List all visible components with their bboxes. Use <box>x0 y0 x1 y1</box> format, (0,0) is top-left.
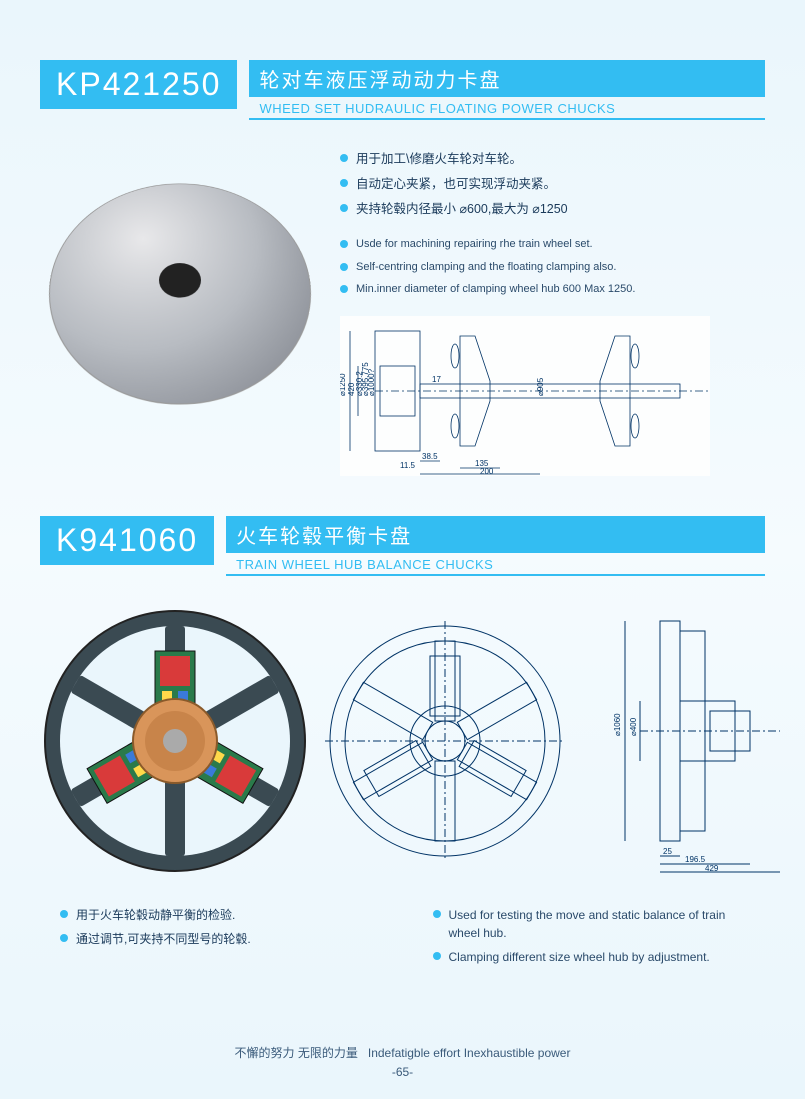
wheel-side-drawing: ⌀1060 ⌀400 25 196.5 429 <box>580 606 780 876</box>
product-kp421250: KP421250 轮对车液压浮动动力卡盘 WHEED SET HUDRAULIC… <box>40 60 765 476</box>
dim-label: 11.5 <box>400 461 416 470</box>
product-k941060: K941060 火车轮毂平衡卡盘 TRAIN WHEEL HUB BALANCE… <box>40 516 765 972</box>
wheel-images-row: ⌀1060 ⌀400 25 196.5 429 <box>40 606 765 876</box>
bullet-text: Self-centring clamping and the floating … <box>356 259 616 276</box>
bullet-text: 用于加工\修磨火车轮对车轮。 <box>356 150 522 169</box>
bullet-icon <box>340 154 348 162</box>
bullet-icon <box>340 285 348 293</box>
bullet-icon <box>433 952 441 960</box>
bullet-text: Clamping different size wheel hub by adj… <box>449 948 710 966</box>
bullet-icon <box>340 263 348 271</box>
dim-label: 25 <box>663 847 672 856</box>
bullet-icon <box>340 204 348 212</box>
bullet-text: Used for testing the move and static bal… <box>449 906 746 942</box>
dim-label: ⌀1060 <box>613 713 622 736</box>
title-english: TRAIN WHEEL HUB BALANCE CHUCKS <box>226 553 765 576</box>
bullets-en-col: Used for testing the move and static bal… <box>433 906 746 972</box>
bullet-icon <box>60 910 68 918</box>
title-chinese: 轮对车液压浮动动力卡盘 <box>249 60 765 97</box>
wheel-3d-render <box>40 606 310 876</box>
model-number: KP421250 <box>40 60 237 109</box>
bullets-cn-col: 用于火车轮毂动静平衡的检验. 通过调节,可夹持不同型号的轮毂. <box>60 906 373 972</box>
bullet-text: Min.inner diameter of clamping wheel hub… <box>356 281 635 298</box>
dim-label: 429 <box>705 864 719 873</box>
model-number: K941060 <box>40 516 214 565</box>
dim-label: 38.5 <box>422 452 438 461</box>
page-number: -65- <box>0 1065 805 1079</box>
page-footer: 不懈的努力 无限的力量 Indefatigble effort Inexhaus… <box>0 1044 805 1079</box>
bottom-bullets-row: 用于火车轮毂动静平衡的检验. 通过调节,可夹持不同型号的轮毂. Used for… <box>40 906 765 972</box>
details-column: 用于加工\修磨火车轮对车轮。 自动定心夹紧，也可实现浮动夹紧。 夹持轮毂内径最小… <box>340 150 765 476</box>
title-chinese: 火车轮毂平衡卡盘 <box>226 516 765 553</box>
content-row: 用于加工\修磨火车轮对车轮。 自动定心夹紧，也可实现浮动夹紧。 夹持轮毂内径最小… <box>40 150 765 476</box>
bullet-text: 用于火车轮毂动静平衡的检验. <box>76 906 235 924</box>
slogan-en: Indefatigble effort Inexhaustible power <box>368 1046 571 1060</box>
bullet-icon <box>340 179 348 187</box>
dim-label: 196.5 <box>685 855 706 864</box>
slogan-cn: 不懈的努力 无限的力量 <box>235 1046 358 1060</box>
bullets-en: Usde for machining repairing rhe train w… <box>340 236 765 298</box>
bullet-text: 夹持轮毂内径最小 ⌀600,最大为 ⌀1250 <box>356 200 568 219</box>
dim-label: ⌀905 <box>536 377 545 396</box>
title-english: WHEED SET HUDRAULIC FLOATING POWER CHUCK… <box>249 97 765 120</box>
technical-drawing: ⌀1250 420 ⌀330.2 ⌀395.775 ⌀1000? 17 38.5… <box>340 316 710 476</box>
product-photo <box>40 150 320 410</box>
dim-label: ⌀400 <box>629 717 638 736</box>
bullet-icon <box>60 934 68 942</box>
header-row: K941060 火车轮毂平衡卡盘 TRAIN WHEEL HUB BALANCE… <box>40 516 765 576</box>
title-block: 轮对车液压浮动动力卡盘 WHEED SET HUDRAULIC FLOATING… <box>249 60 765 120</box>
title-block: 火车轮毂平衡卡盘 TRAIN WHEEL HUB BALANCE CHUCKS <box>226 516 765 576</box>
wheel-front-drawing <box>325 611 565 871</box>
bullets-cn: 用于加工\修磨火车轮对车轮。 自动定心夹紧，也可实现浮动夹紧。 夹持轮毂内径最小… <box>340 150 765 218</box>
bullet-text: Usde for machining repairing rhe train w… <box>356 236 593 253</box>
header-row: KP421250 轮对车液压浮动动力卡盘 WHEED SET HUDRAULIC… <box>40 60 765 120</box>
dim-label: 17 <box>432 375 441 384</box>
dim-label: ⌀1250 <box>340 373 347 396</box>
dim-label: 200 <box>480 467 494 476</box>
bullet-icon <box>340 240 348 248</box>
bullet-text: 通过调节,可夹持不同型号的轮毂. <box>76 930 251 948</box>
bullet-icon <box>433 910 441 918</box>
dim-label: ⌀1000? <box>367 368 376 396</box>
bullet-text: 自动定心夹紧，也可实现浮动夹紧。 <box>356 175 556 194</box>
